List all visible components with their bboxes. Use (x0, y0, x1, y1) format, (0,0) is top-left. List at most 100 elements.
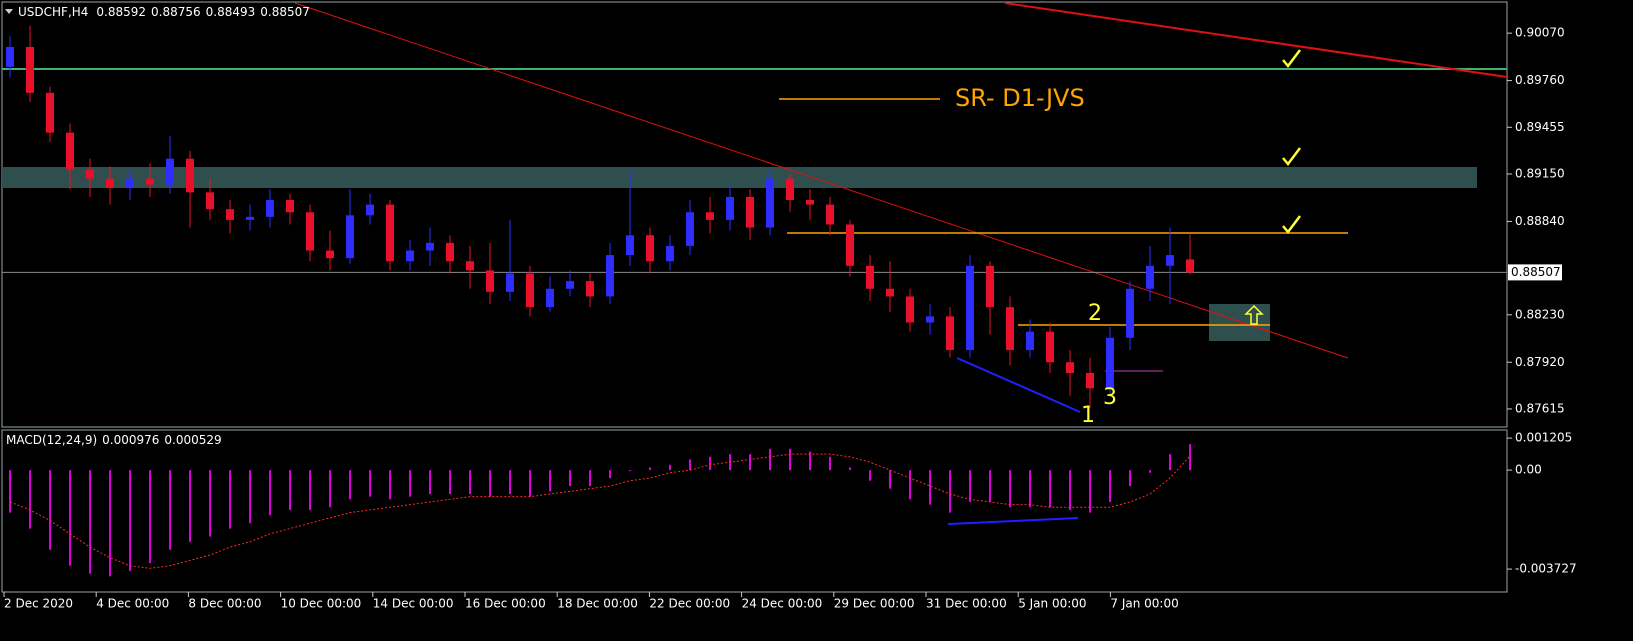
macd-bar (49, 470, 51, 550)
y-tick-label: 0.88230 (1515, 307, 1565, 321)
main-panel (1, 1, 1508, 428)
candle-body (146, 178, 154, 185)
candle-body (806, 199, 814, 205)
candle-body (906, 296, 914, 323)
macd-bar (749, 454, 751, 471)
macd-bar (309, 470, 311, 510)
macd-bar (569, 470, 571, 487)
macd-bar (9, 470, 11, 513)
macd-bar (1089, 470, 1091, 513)
wave-label: 3 (1103, 385, 1117, 410)
macd-bar (1169, 454, 1171, 471)
macd-bar (389, 470, 391, 500)
macd-bar (329, 470, 331, 508)
y-tick-label: 0.89150 (1515, 166, 1565, 180)
macd-bar (289, 470, 291, 510)
macd-bar (1189, 444, 1191, 471)
candle-body (446, 242, 454, 262)
candle-body (526, 273, 534, 308)
y-tick-label: -0.003727 (1515, 562, 1577, 576)
macd-bar (29, 470, 31, 529)
x-tick-label: 7 Jan 00:00 (1110, 597, 1178, 611)
macd-bar (609, 470, 611, 479)
signal-line (9, 453, 1191, 569)
macd-bar (829, 456, 831, 471)
candle-body (686, 212, 694, 246)
candle-body (746, 196, 754, 228)
trendline (294, 2, 1349, 359)
close: 0.88507 (260, 5, 310, 19)
macd-bar (849, 467, 851, 471)
macd-bar (989, 470, 991, 502)
candle-body (886, 288, 894, 297)
candle-body (66, 132, 74, 170)
macd-bar (789, 448, 791, 471)
macd-bar (549, 470, 551, 492)
candle-body (726, 196, 734, 220)
divergence-line (956, 357, 1081, 413)
macd-bar (469, 470, 471, 495)
candle-body (266, 199, 274, 217)
header: USDCHF,H4 0.88592 0.88756 0.88493 0.88507 (18, 5, 310, 19)
macd-bar (1069, 470, 1071, 510)
candle-body (386, 204, 394, 262)
macd-bar (1149, 470, 1151, 473)
candle-body (426, 242, 434, 251)
candle-body (6, 46, 14, 67)
candle-body (486, 270, 494, 292)
macd-bar (1129, 470, 1131, 487)
candle-body (606, 255, 614, 297)
macd-bar (69, 470, 71, 566)
macd-bar (409, 470, 411, 497)
macd-bar (969, 470, 971, 502)
candle-body (506, 273, 514, 292)
macd-bar (1049, 470, 1051, 508)
candle-body (986, 265, 994, 308)
macd-bar (229, 470, 231, 529)
candle-body (1046, 331, 1054, 363)
candle-body (86, 169, 94, 179)
candle-body (246, 216, 254, 220)
open: 0.88592 (96, 5, 146, 19)
x-tick-label: 31 Dec 00:00 (926, 597, 1007, 611)
y-tick-label: 0.00 (1515, 463, 1542, 477)
macd-bar (489, 470, 491, 497)
candle-body (946, 316, 954, 351)
candle-body (1106, 337, 1114, 389)
macd-bar (129, 470, 131, 572)
x-tick-label: 16 Dec 00:00 (465, 597, 546, 611)
candle-body (566, 281, 574, 289)
x-tick-label: 10 Dec 00:00 (281, 597, 362, 611)
candle-body (586, 281, 594, 297)
candle-body (406, 250, 414, 262)
candle-body (1026, 331, 1034, 351)
macd-bar (269, 470, 271, 516)
support-zone (1209, 304, 1270, 341)
x-tick-label: 29 Dec 00:00 (834, 597, 915, 611)
macd-divergence-line (947, 517, 1079, 525)
macd-bar (649, 467, 651, 471)
checkmark (1282, 147, 1301, 167)
macd-bar (889, 470, 891, 489)
x-tick-label: 24 Dec 00:00 (742, 597, 823, 611)
candle-body (226, 209, 234, 220)
candle-body (1166, 255, 1174, 266)
y-tick-label: 0.88840 (1515, 214, 1565, 228)
candle-body (466, 261, 474, 271)
candle-body (106, 178, 114, 188)
candle-body (346, 215, 354, 259)
macd-bar (349, 470, 351, 500)
candle-body (1146, 265, 1154, 289)
wave-label: 1 (1081, 403, 1095, 428)
macd-bar (109, 470, 111, 577)
macd-bar (89, 470, 91, 574)
candle-body (546, 288, 554, 308)
candle-body (326, 250, 334, 259)
high: 0.88756 (151, 5, 201, 19)
x-tick-label: 8 Dec 00:00 (188, 597, 261, 611)
candle-body (126, 178, 134, 188)
annotation-label: SR- D1-JVS (955, 84, 1085, 112)
price-label: 0.88507 (1511, 265, 1561, 279)
candle-body (786, 178, 794, 200)
macd-value: 0.000976 (102, 433, 159, 447)
